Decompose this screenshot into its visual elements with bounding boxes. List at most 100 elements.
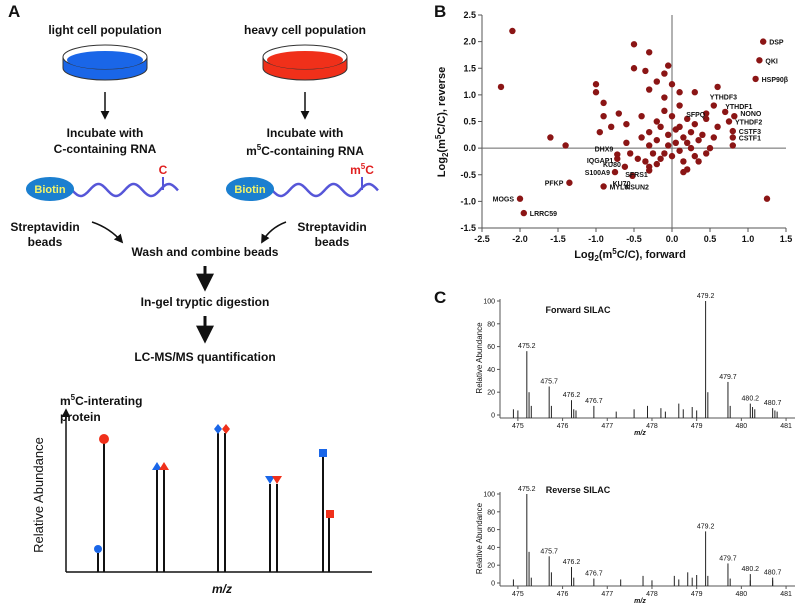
y-tick-label: 0.0 [463, 143, 476, 153]
text-part: (m [436, 139, 448, 153]
point [763, 195, 771, 202]
point [710, 102, 717, 109]
superscript: 5 [71, 393, 76, 402]
y-tick-label: -1.5 [460, 223, 476, 233]
x-tick-label: 480 [736, 423, 748, 430]
point-label: LRRC59 [530, 211, 557, 218]
point [676, 102, 683, 109]
peak-label: 479.7 [719, 555, 737, 562]
point-label: QKI [765, 58, 778, 65]
point [661, 70, 668, 77]
text-part: 2 [441, 152, 450, 157]
text-part: 5 [612, 247, 617, 256]
dish-heavy [262, 44, 348, 81]
heavy-label: heavy cell population [244, 23, 366, 37]
point [714, 83, 721, 91]
streptavidin: Streptavidin [10, 220, 79, 234]
point [600, 183, 607, 190]
point [672, 126, 679, 133]
x-tick-label: 1.5 [780, 234, 793, 244]
y-label: Relative Abundance [475, 502, 484, 574]
peak-label: 480.2 [742, 566, 760, 573]
point-label: YTHDF2 [735, 120, 762, 127]
point [630, 41, 638, 48]
biotin: Biotin [234, 184, 265, 196]
point [642, 158, 649, 165]
y-tick-label: 100 [483, 492, 495, 499]
point [722, 108, 729, 116]
point [684, 115, 691, 123]
point [592, 89, 600, 96]
incubate: Incubate with [67, 126, 144, 140]
x-tick-label: 0.0 [666, 234, 679, 244]
schematic-peaks [97, 433, 330, 572]
point [703, 150, 710, 157]
y-tick-label: 2.5 [463, 10, 476, 20]
point [562, 142, 569, 149]
point-label: KU80 [603, 162, 621, 169]
point [516, 195, 524, 202]
point [646, 86, 653, 93]
text-part: Log [436, 157, 448, 177]
streptavidin: Streptavidin [297, 220, 366, 234]
peak-label: 479.2 [697, 293, 715, 300]
y-tick-label: 100 [483, 299, 495, 306]
x-tick-label: 0.5 [704, 234, 717, 244]
point [566, 179, 573, 186]
point [661, 94, 668, 101]
y-label: Relative Abundance [31, 437, 46, 553]
point [684, 139, 691, 146]
point [676, 89, 683, 96]
point-label: HSP90β [762, 77, 789, 84]
point [600, 99, 607, 107]
point [672, 139, 679, 146]
x-tick-label: 477 [601, 591, 613, 598]
x-tick-label: -0.5 [626, 234, 642, 244]
point [629, 172, 636, 180]
x-tick-label: 475 [512, 591, 524, 598]
text-part: C/C), reverse [436, 67, 448, 135]
point [710, 134, 717, 141]
rna-left: C-containing RNA [54, 142, 157, 156]
point [703, 110, 710, 117]
point [668, 152, 676, 160]
step: In-gel tryptic digestion [141, 295, 270, 309]
point [653, 136, 660, 144]
panel-label: A [8, 2, 20, 21]
peak-label: 480.7 [764, 570, 782, 577]
point [621, 163, 629, 170]
point [596, 128, 603, 136]
dish-light [62, 44, 148, 81]
x-label: m/z [212, 582, 232, 596]
x-tick-label: 481 [780, 423, 792, 430]
peak-label: 476.2 [563, 559, 581, 566]
light-label: light cell population [48, 23, 161, 37]
point-label: SFRS1 [625, 172, 648, 179]
point [665, 142, 672, 149]
point [699, 131, 706, 139]
point [638, 112, 645, 120]
x-tick-label: -1.5 [550, 234, 566, 244]
spectrum: C Forward SILAC 0 20 40 60 80 100 475 476 477 478 47… [434, 288, 795, 437]
point [592, 81, 600, 88]
point [665, 131, 672, 139]
point [611, 168, 619, 176]
point [646, 128, 653, 136]
point [668, 112, 676, 120]
y-tick-label: 0 [491, 581, 495, 588]
point-label: CSTF1 [739, 135, 761, 142]
text-part: C-containing RNA [261, 144, 364, 158]
x-tick-label: 475 [512, 423, 524, 430]
point [668, 81, 676, 88]
y-tick-label: 40 [487, 367, 495, 374]
axis-title: Log2(m5C/C), reverse [434, 67, 450, 177]
y-tick-label: 60 [487, 344, 495, 351]
rna-right: m5C-containing RNA [246, 143, 364, 158]
point-label: SFPQ [686, 112, 706, 119]
text-part: C [365, 163, 374, 177]
point [634, 155, 641, 162]
point [680, 168, 687, 176]
point-label: KU70 [613, 181, 631, 188]
peak-label: 480.2 [742, 396, 760, 403]
peak-label: 479.7 [719, 374, 737, 381]
